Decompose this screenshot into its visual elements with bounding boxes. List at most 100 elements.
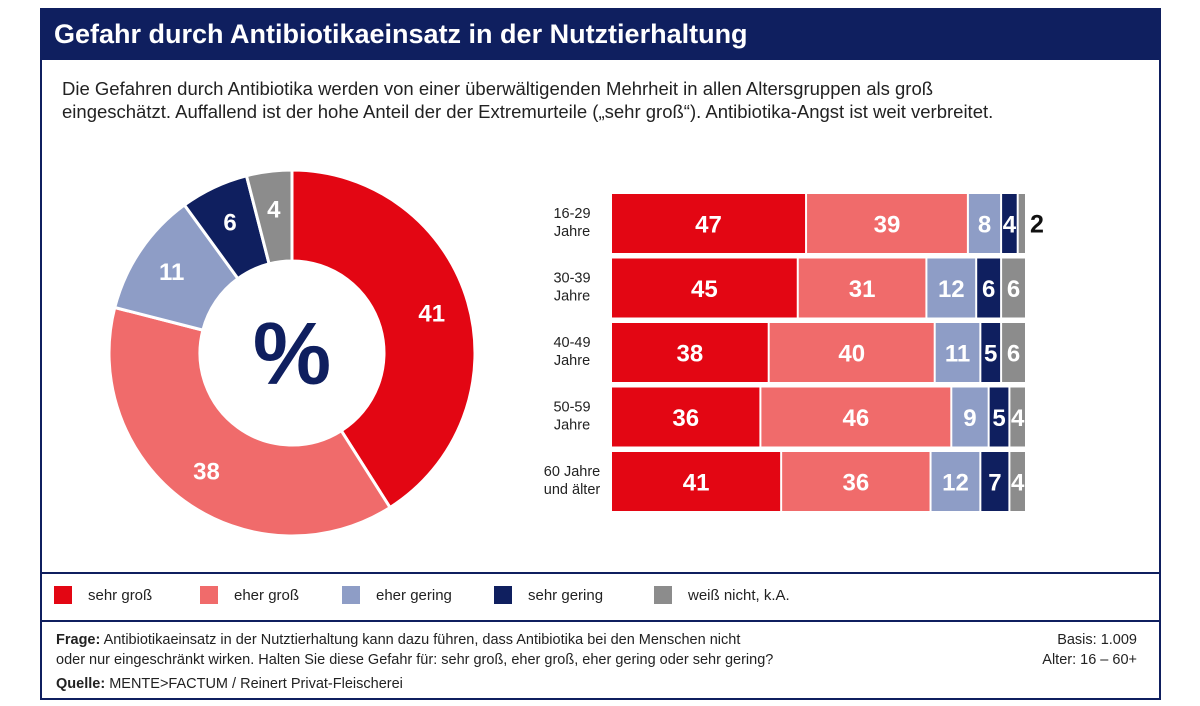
basis-text: Basis: 1.009	[1057, 632, 1137, 648]
legend-item: eher groß	[200, 586, 299, 604]
bar-segment	[807, 194, 967, 253]
chart-subtitle: Die Gefahren durch Antibiotika werden vo…	[62, 77, 1152, 123]
bar-data-label: 45	[691, 276, 718, 303]
bar-segment	[981, 323, 1001, 382]
legend-swatch	[654, 586, 672, 604]
bar-segment	[612, 194, 806, 253]
legend-item: eher gering	[342, 586, 452, 604]
bar-data-label: 40	[838, 341, 865, 368]
donut-slice	[244, 168, 294, 266]
bar-data-label: 8	[978, 212, 991, 239]
donut-data-label: 6	[223, 209, 236, 236]
question-text: Frage: Antibiotikaeinsatz in der Nutztie…	[56, 630, 916, 670]
bar-segment	[769, 323, 934, 382]
bar-segment	[968, 194, 1001, 253]
divider	[42, 572, 1159, 574]
legend: sehr groß eher groß eher gering sehr gering…	[42, 574, 1159, 620]
bar-data-label: 36	[842, 470, 869, 497]
question-line-2: oder nur eingeschränkt wirken. Halten Si…	[56, 652, 774, 668]
legend-item: sehr gering	[494, 586, 603, 604]
legend-label: sehr gering	[528, 586, 604, 604]
bar-data-label: 5	[992, 405, 1005, 432]
donut-data-label: 4	[267, 197, 281, 224]
bar-segment	[1002, 258, 1025, 318]
bar-segment	[981, 452, 1009, 511]
bar-data-label: 4	[1011, 405, 1025, 432]
source-line: Quelle: MENTE>FACTUM / Reinert Privat-Fl…	[56, 676, 403, 692]
legend-label: sehr groß	[88, 586, 153, 604]
bar-segment	[1018, 194, 1025, 253]
question-label: Frage:	[56, 632, 101, 648]
title-bar: Gefahr durch Antibiotikaeinsatz in der N…	[42, 10, 1159, 60]
question-line-1: Antibiotikaeinsatz in der Nutztierhaltun…	[103, 632, 741, 648]
subtitle-line-2: eingeschätzt. Auffallend ist der hohe An…	[62, 101, 994, 122]
legend-swatch	[54, 586, 72, 604]
bar-data-label: 39	[874, 212, 901, 239]
bar-data-label: 31	[849, 276, 876, 303]
bar-segment	[612, 452, 781, 511]
age-range-text: Alter: 16 – 60+	[1042, 652, 1137, 668]
bar-data-label: 4	[1011, 470, 1025, 497]
donut-center-label: %	[253, 304, 331, 403]
legend-swatch	[494, 586, 512, 604]
subtitle-line-1: Die Gefahren durch Antibiotika werden vo…	[62, 78, 934, 99]
bar-segment	[989, 387, 1009, 447]
legend-label: weiß nicht, k.A.	[688, 586, 790, 604]
donut-slice	[290, 168, 477, 510]
legend-label: eher gering	[376, 586, 452, 604]
bar-data-label: 12	[938, 276, 965, 303]
bar-segment	[612, 323, 768, 382]
bar-segment	[1010, 387, 1025, 447]
donut-data-label: 38	[193, 459, 220, 486]
bar-category-label: Jahre	[554, 353, 590, 369]
bar-data-label: 6	[1007, 276, 1020, 303]
bar-segment	[1002, 194, 1017, 253]
bar-category-label: 30-39	[553, 271, 590, 287]
bar-segment	[1010, 452, 1025, 511]
legend-item: weiß nicht, k.A.	[654, 586, 790, 604]
bar-data-label: 6	[982, 276, 995, 303]
bar-segment	[612, 387, 760, 447]
bar-data-label: 11	[945, 341, 970, 368]
bar-segment	[927, 258, 976, 318]
bar-category-label: 16-29	[553, 206, 590, 222]
bar-data-label: 6	[1007, 341, 1020, 368]
bar-segment	[931, 452, 980, 511]
bar-category-label: Jahre	[554, 224, 590, 240]
source-text: MENTE>FACTUM / Reinert Privat-Fleischere…	[109, 676, 403, 692]
source-label: Quelle:	[56, 676, 106, 692]
bar-data-label: 38	[676, 341, 703, 368]
donut-slice	[107, 305, 393, 538]
sample-info: Basis: 1.009 Alter: 16 – 60+	[1042, 630, 1137, 670]
infographic-frame: Gefahr durch Antibiotikaeinsatz in der N…	[40, 8, 1161, 700]
bar-segment	[1002, 323, 1025, 382]
bar-data-label: 46	[842, 405, 869, 432]
legend-item: sehr groß	[54, 586, 152, 604]
bar-category-label: 60 Jahre	[544, 464, 600, 480]
bar-data-label: 9	[963, 405, 976, 432]
bar-segment	[761, 387, 951, 447]
bar-category-label: Jahre	[554, 289, 590, 305]
bar-segment	[952, 387, 988, 447]
bar-segment	[977, 258, 1001, 318]
bar-segment	[782, 452, 930, 511]
bar-data-label: 5	[984, 341, 997, 368]
legend-swatch	[200, 586, 218, 604]
donut-data-label: 11	[159, 259, 184, 286]
divider	[42, 620, 1159, 622]
bar-data-label: 7	[988, 470, 1001, 497]
bar-segment	[935, 323, 980, 382]
bar-category-label: 40-49	[553, 335, 590, 351]
bar-data-label: 47	[695, 212, 722, 239]
bar-data-label: 2	[1030, 211, 1044, 239]
bar-data-label: 41	[683, 470, 710, 497]
bar-data-label: 36	[672, 405, 699, 432]
bar-data-label: 12	[942, 470, 969, 497]
bar-segment	[798, 258, 926, 318]
legend-label: eher groß	[234, 586, 300, 604]
chart-title: Gefahr durch Antibiotikaeinsatz in der N…	[54, 19, 748, 49]
bar-category-label: Jahre	[554, 418, 590, 434]
bar-data-label: 4	[1003, 212, 1017, 239]
